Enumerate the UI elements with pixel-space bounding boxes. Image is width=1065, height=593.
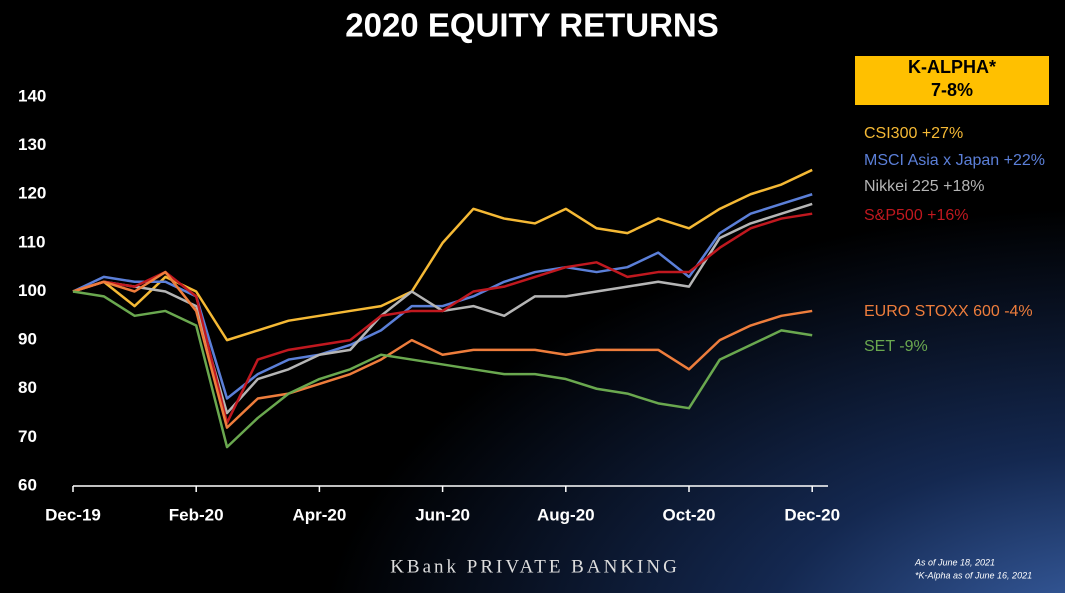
note: As of June 18, 2021 — [914, 557, 995, 567]
y-tick-label: 140 — [18, 86, 46, 105]
x-tick-label: Apr-20 — [292, 505, 346, 524]
y-tick-label: 110 — [18, 232, 45, 251]
brand: KBank PRIVATE BANKING — [390, 556, 680, 577]
legend-label: CSI300 +27% — [864, 125, 963, 142]
note: *K-Alpha as of June 16, 2021 — [915, 570, 1032, 580]
k-alpha-box — [855, 56, 1049, 105]
y-tick-label: 130 — [18, 135, 46, 154]
y-tick-label: 60 — [18, 475, 37, 494]
legend-label: S&P500 +16% — [864, 207, 969, 224]
chart-title: 2020 EQUITY RETURNS — [345, 7, 719, 44]
y-tick-label: 100 — [18, 281, 46, 300]
series-line — [72, 212, 813, 425]
x-tick-label: Jun-20 — [415, 505, 470, 524]
k-alpha-value: 7-8% — [931, 80, 973, 100]
legend-label: EURO STOXX 600 -4% — [864, 303, 1033, 320]
y-tick-label: 70 — [18, 427, 37, 446]
k-alpha-title: K-ALPHA* — [908, 57, 996, 77]
series-line — [72, 270, 813, 429]
x-tick-label: Oct-20 — [663, 505, 716, 524]
x-tick-label: Aug-20 — [537, 505, 595, 524]
legend-label: MSCI Asia x Japan +22% — [864, 152, 1045, 169]
legend-label: Nikkei 225 +18% — [864, 178, 985, 195]
x-tick-label: Feb-20 — [169, 505, 224, 524]
y-tick-label: 80 — [18, 378, 37, 397]
series-line — [72, 168, 813, 342]
series-line — [72, 290, 813, 449]
legend-label: SET -9% — [864, 338, 928, 355]
y-tick-label: 90 — [18, 330, 37, 349]
x-tick-label: Dec-20 — [784, 505, 840, 524]
x-tick-label: Dec-19 — [45, 505, 101, 524]
y-tick-label: 120 — [18, 184, 46, 203]
